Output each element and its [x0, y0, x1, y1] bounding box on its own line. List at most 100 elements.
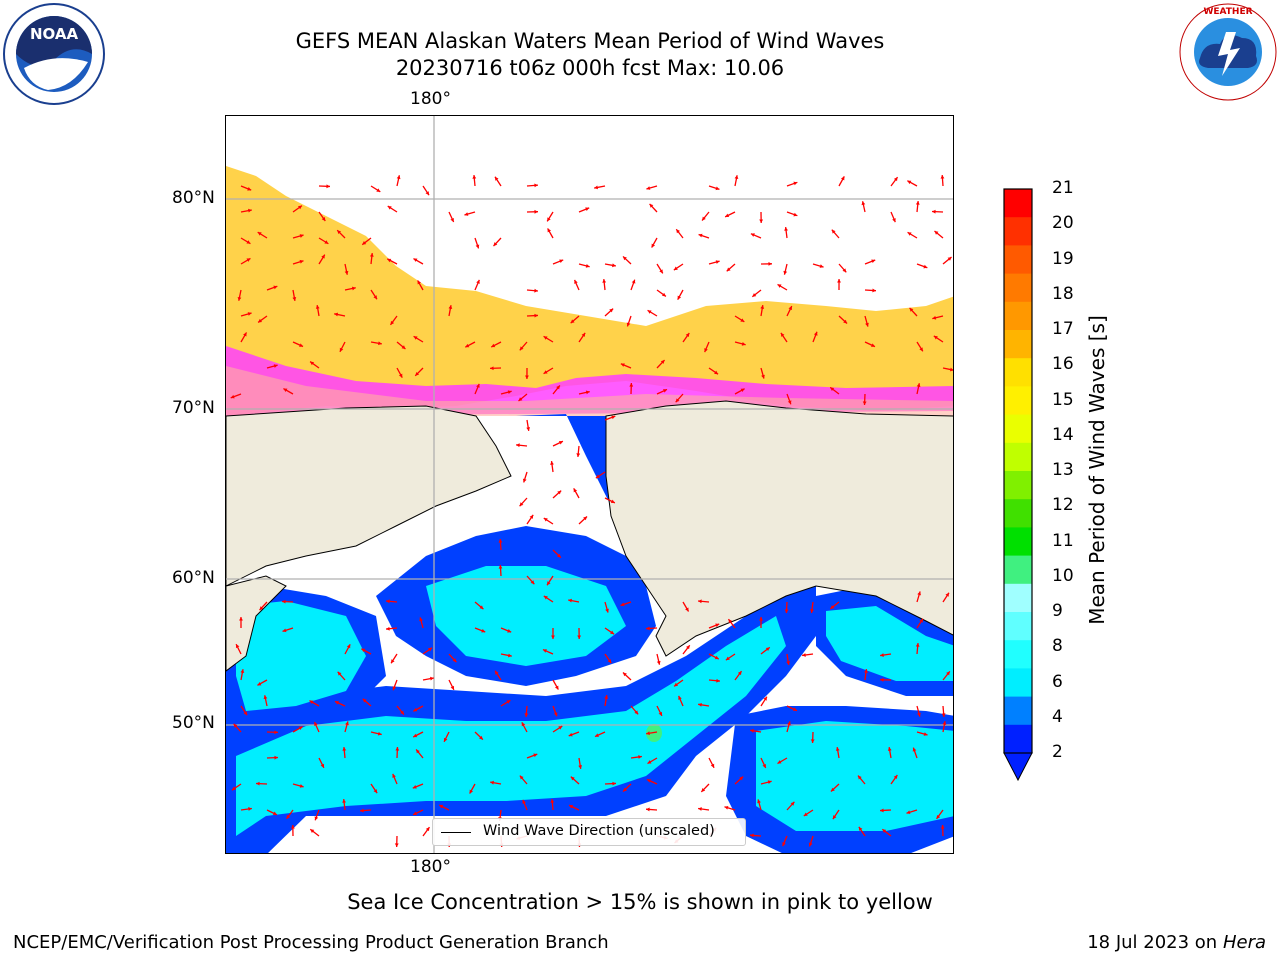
wave-direction-arrowhead — [631, 279, 636, 284]
wave-direction-arrowhead — [646, 779, 651, 783]
wave-direction-arrowhead — [557, 490, 562, 495]
wave-direction-arrowhead — [401, 345, 406, 350]
colorbar-segment — [1004, 189, 1032, 218]
wave-direction-arrowhead — [634, 710, 639, 715]
wave-direction-arrowhead — [651, 243, 656, 248]
wave-direction-arrowhead — [362, 241, 367, 245]
wave-direction-arrowhead — [395, 747, 400, 751]
wave-direction-arrowhead — [557, 553, 561, 558]
wave-direction-arrowhead — [581, 332, 586, 337]
wave-direction-arrowhead — [941, 713, 946, 717]
wave-direction-arrowhead — [392, 773, 396, 778]
wave-direction-arrowhead — [568, 598, 572, 603]
wave-direction-arrowhead — [830, 387, 835, 392]
wave-direction-arrowhead — [387, 258, 392, 263]
wave-direction-arrowhead — [934, 231, 939, 235]
wave-direction-arrowhead — [724, 805, 729, 810]
wave-direction-arrowhead — [476, 279, 480, 284]
wave-direction-arrowhead — [915, 201, 920, 205]
wave-direction-arrowhead — [274, 755, 278, 760]
noaa-logo-text: NOAA — [30, 25, 79, 43]
wave-direction-arrowhead — [583, 516, 588, 521]
wave-direction-arrowhead — [558, 441, 563, 445]
wave-direction-arrowhead — [491, 343, 496, 348]
wave-direction-arrowhead — [237, 296, 242, 301]
colorbar-tick-label: 14 — [1052, 424, 1074, 445]
wave-direction-arrowhead — [490, 780, 494, 785]
colorbar-tick-label: 12 — [1052, 495, 1074, 516]
wave-direction-arrowhead — [576, 453, 581, 457]
wave-direction-arrowhead — [390, 320, 395, 325]
wave-direction-arrowhead — [498, 565, 503, 569]
wave-direction-arrowhead — [574, 279, 578, 284]
wave-direction-arrowhead — [790, 801, 795, 806]
wave-direction-arrowhead — [543, 370, 548, 374]
wave-direction-arrowhead — [569, 805, 574, 809]
wave-direction-arrowhead — [386, 599, 390, 604]
wave-direction-arrowhead — [646, 186, 651, 190]
wave-direction-arrowhead — [788, 306, 792, 311]
wave-direction-arrowhead — [728, 619, 733, 624]
wave-direction-arrowhead — [762, 763, 766, 768]
wave-direction-arrowhead — [661, 292, 666, 297]
wave-direction-arrowhead — [759, 617, 763, 621]
wave-direction-arrowhead — [525, 375, 529, 379]
wave-direction-arrowhead — [740, 318, 745, 322]
colorbar-segment — [1004, 301, 1032, 331]
wave-direction-arrowhead — [810, 609, 814, 613]
wave-direction-arrowhead — [740, 388, 745, 393]
wave-direction-arrowhead — [516, 443, 520, 448]
colorbar-segment — [1004, 527, 1032, 557]
wave-direction-arrowhead — [577, 635, 582, 639]
sea-ice-region — [226, 166, 953, 416]
wave-direction-arrowhead — [787, 721, 791, 726]
wave-direction-arrowhead — [609, 308, 614, 313]
chart-title: GEFS MEAN Alaskan Waters Mean Period of … — [295, 29, 885, 53]
wave-direction-arrowhead — [932, 209, 936, 214]
wave-direction-arrowhead — [622, 672, 627, 677]
colorbar-tick-label: 11 — [1052, 530, 1074, 551]
wave-direction-arrowhead — [714, 655, 719, 660]
wave-direction-arrowhead — [243, 332, 247, 337]
wave-direction-arrowhead — [417, 280, 422, 285]
colorbar-segment — [1004, 471, 1032, 500]
wave-direction-arrowhead — [737, 671, 742, 676]
wave-direction-arrowhead — [813, 331, 818, 336]
wave-direction-arrowhead — [425, 827, 430, 832]
wave-direction-arrowhead — [858, 826, 863, 831]
wave-direction-arrowhead — [923, 732, 928, 736]
wave-direction-arrowhead — [945, 592, 949, 597]
wave-direction-arrowhead — [550, 461, 554, 465]
wave-direction-arrowhead — [391, 659, 395, 664]
wave-direction-arrowhead — [448, 305, 453, 309]
footer-date: 18 Jul 2023 on Hera — [1087, 932, 1266, 953]
wave-direction-arrowhead — [415, 371, 420, 376]
wave-direction-arrowhead — [686, 645, 690, 650]
colorbar-segment — [1004, 640, 1032, 669]
wave-direction-arrowhead — [345, 721, 349, 726]
colorbar-tick-label: 20 — [1052, 213, 1074, 234]
wave-direction-arrowhead — [413, 733, 418, 738]
colorbar-segment — [1004, 273, 1032, 303]
wave-direction-arrowhead — [698, 807, 702, 811]
sea-ice-note: Sea Ice Concentration > 15% is shown in … — [347, 890, 933, 914]
wave-direction-arrowhead — [871, 259, 876, 264]
wave-direction-arrowhead — [493, 242, 498, 247]
wave-direction-arrowhead — [649, 203, 654, 208]
wave-direction-arrowhead — [857, 775, 862, 780]
wave-direction-arrowhead — [725, 656, 730, 661]
wave-direction-arrowhead — [337, 230, 342, 235]
wave-direction-arrowhead — [750, 728, 754, 733]
wave-direction-arrowhead — [942, 721, 947, 725]
wave-direction-arrowhead — [479, 735, 483, 740]
noaa-logo: NOAA — [3, 3, 105, 105]
wave-direction-arrowhead — [297, 205, 302, 210]
wave-direction-arrowhead — [286, 814, 291, 819]
wave-direction-arrowhead — [936, 814, 941, 819]
wave-direction-arrowhead — [321, 254, 325, 259]
wave-direction-arrowhead — [602, 279, 607, 283]
footer-org: NCEP/EMC/Verification Post Processing Pr… — [13, 932, 609, 953]
wave-direction-arrowhead — [761, 374, 765, 379]
wave-direction-arrowhead — [534, 183, 538, 188]
wave-direction-arrowhead — [573, 488, 578, 493]
